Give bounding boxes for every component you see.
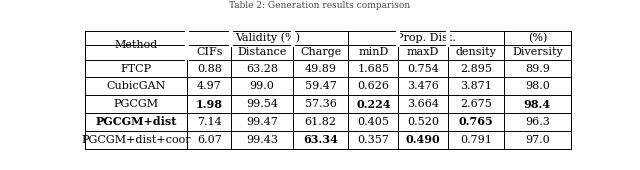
Text: 99.0: 99.0: [250, 81, 275, 91]
Text: 0.791: 0.791: [460, 135, 492, 145]
Text: 98.4: 98.4: [524, 99, 551, 110]
Text: Diversity: Diversity: [512, 47, 563, 57]
Text: PGCGM+dist+coor: PGCGM+dist+coor: [81, 135, 191, 145]
Text: 2.895: 2.895: [460, 64, 492, 74]
Text: 0.405: 0.405: [357, 117, 389, 127]
Text: CubicGAN: CubicGAN: [106, 81, 166, 91]
Text: FTCP: FTCP: [121, 64, 152, 74]
Text: Method: Method: [115, 40, 158, 50]
Text: 1.98: 1.98: [196, 99, 223, 110]
Text: PGCGM: PGCGM: [114, 99, 159, 109]
Text: 99.43: 99.43: [246, 135, 278, 145]
Text: 3.871: 3.871: [460, 81, 492, 91]
Text: 49.89: 49.89: [305, 64, 337, 74]
Text: 6.07: 6.07: [197, 135, 222, 145]
Text: 4.97: 4.97: [197, 81, 222, 91]
Text: PGCGM+dist: PGCGM+dist: [95, 116, 177, 128]
Text: 0.626: 0.626: [357, 81, 389, 91]
Text: 98.0: 98.0: [525, 81, 550, 91]
Text: Prop. Dist.: Prop. Dist.: [396, 33, 456, 43]
Text: 89.9: 89.9: [525, 64, 550, 74]
Text: Validity (%): Validity (%): [236, 33, 300, 43]
Text: Charge: Charge: [300, 47, 341, 57]
Text: 7.14: 7.14: [197, 117, 222, 127]
Text: 0.88: 0.88: [197, 64, 222, 74]
Text: 1.685: 1.685: [357, 64, 389, 74]
Text: Table 2: Generation results comparison: Table 2: Generation results comparison: [229, 1, 411, 10]
Text: density: density: [456, 47, 496, 57]
Text: CIFs: CIFs: [196, 47, 223, 57]
Text: 0.520: 0.520: [407, 117, 439, 127]
Text: 59.47: 59.47: [305, 81, 337, 91]
Text: 2.675: 2.675: [460, 99, 492, 109]
Text: 99.54: 99.54: [246, 99, 278, 109]
Text: 99.47: 99.47: [246, 117, 278, 127]
Text: 97.0: 97.0: [525, 135, 550, 145]
Text: (%): (%): [527, 33, 547, 43]
Text: 3.476: 3.476: [407, 81, 439, 91]
Text: 0.224: 0.224: [356, 99, 390, 110]
Text: 0.490: 0.490: [406, 134, 440, 145]
Text: 57.36: 57.36: [305, 99, 337, 109]
Text: 0.754: 0.754: [407, 64, 439, 74]
Text: minD: minD: [358, 47, 388, 57]
Text: 3.664: 3.664: [407, 99, 439, 109]
Text: 61.82: 61.82: [305, 117, 337, 127]
Text: maxD: maxD: [407, 47, 439, 57]
Text: Distance: Distance: [237, 47, 287, 57]
Text: 96.3: 96.3: [525, 117, 550, 127]
Text: 0.765: 0.765: [458, 116, 493, 128]
Text: 0.357: 0.357: [358, 135, 389, 145]
Text: 63.28: 63.28: [246, 64, 278, 74]
Text: 63.34: 63.34: [303, 134, 338, 145]
